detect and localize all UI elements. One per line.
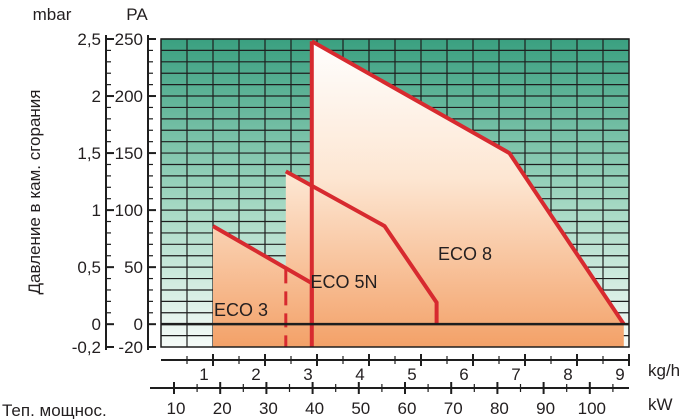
y-left-tick-label: -0,2 bbox=[72, 338, 101, 357]
plot-frame bbox=[160, 38, 630, 348]
x-secondary-unit: kW bbox=[648, 395, 673, 414]
y-axis-title: Давление в кам. сгорания bbox=[25, 90, 44, 295]
curve-eco-5n bbox=[284, 169, 439, 325]
series-label-eco-3: ECO 3 bbox=[214, 300, 268, 320]
x-secondary-tick-label: 90 bbox=[536, 399, 555, 418]
y-right-tick-label: 100 bbox=[115, 201, 143, 220]
x-primary-tick-label: 5 bbox=[407, 365, 416, 384]
y-left-tick-label: 0,5 bbox=[77, 258, 101, 277]
x-secondary-tick-label: 60 bbox=[398, 399, 417, 418]
x-secondary-tick-label: 50 bbox=[351, 399, 370, 418]
series-label-eco-5n: ECO 5N bbox=[310, 272, 377, 292]
curve-eco-8 bbox=[310, 39, 626, 326]
x-secondary-tick-label: 100 bbox=[578, 399, 606, 418]
x-primary-tick-label: 1 bbox=[199, 365, 208, 384]
x-secondary-tick-label: 30 bbox=[259, 399, 278, 418]
y-right-tick-label: 200 bbox=[115, 87, 143, 106]
y-left-tick-label: 1,5 bbox=[77, 144, 101, 163]
x-primary-tick-label: 3 bbox=[303, 365, 312, 384]
axis-labels: 250 200 150 100 50 0 -20 2,5 2 1,5 1 0,5 0 -0,2 1 2 3 4 5 6… bbox=[72, 30, 625, 418]
x-secondary-tick-label: 40 bbox=[305, 399, 324, 418]
x-primary-tick-label: 8 bbox=[563, 365, 572, 384]
y-left-tick-label: 2 bbox=[92, 87, 101, 106]
x-secondary-tick-label: 10 bbox=[167, 399, 186, 418]
y-right-tick-label: 50 bbox=[124, 258, 143, 277]
x-primary-tick-label: 4 bbox=[355, 365, 364, 384]
x-primary-tick-label: 7 bbox=[511, 365, 520, 384]
x-primary-unit: kg/h bbox=[648, 361, 680, 380]
y-right-tick-label: -20 bbox=[118, 338, 143, 357]
operating-curves bbox=[212, 39, 626, 347]
series-label-eco-8: ECO 8 bbox=[438, 244, 492, 264]
area-eco-8 bbox=[311, 41, 624, 347]
y-right-tick-label: 0 bbox=[134, 315, 143, 334]
y-left-tick-label: 0 bbox=[92, 315, 101, 334]
y-left-unit: mbar bbox=[33, 5, 72, 24]
x-primary-tick-label: 2 bbox=[251, 365, 260, 384]
x-secondary-tick-label: 70 bbox=[444, 399, 463, 418]
y-right-tick-label: 150 bbox=[115, 144, 143, 163]
y-left-tick-label: 2,5 bbox=[77, 30, 101, 49]
axes bbox=[105, 35, 630, 394]
x-secondary-tick-label: 20 bbox=[213, 399, 232, 418]
x-primary-tick-label: 6 bbox=[459, 365, 468, 384]
y-right-unit: PA bbox=[126, 5, 148, 24]
y-right-tick-label: 250 bbox=[115, 30, 143, 49]
y-left-tick-label: 1 bbox=[92, 201, 101, 220]
x-secondary-tick-label: 80 bbox=[490, 399, 509, 418]
x-secondary-label: Теп. мощнос. bbox=[2, 401, 107, 419]
x-primary-tick-label: 9 bbox=[615, 365, 624, 384]
